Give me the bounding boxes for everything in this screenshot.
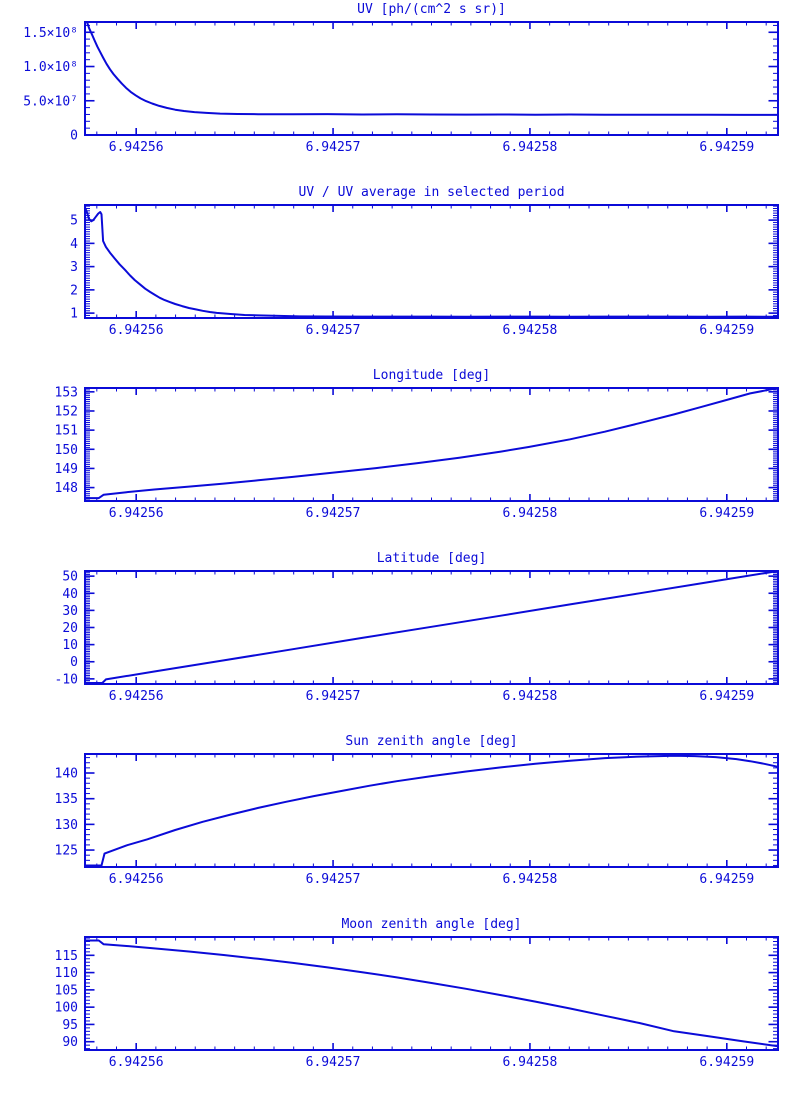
- plot-canvas-sun-zenith: 6.94256 6.94257 6.94258 6.94259 125 130 135 140: [55, 753, 779, 887]
- plot-canvas-moon-zenith: 6.94256 6.94257 6.94258 6.94259 90 95 100 105 11…: [55, 936, 779, 1070]
- y-tick-label: 90: [62, 1035, 78, 1050]
- y-tick-label: 5: [70, 214, 78, 229]
- x-tick-label: 6.94258: [503, 872, 558, 887]
- plot-latitude: Latitude [deg] 6.94256 6.94257 6.94258 6.94…: [0, 549, 800, 732]
- axis-tick-labels: 6.94256 6.94257 6.94258 6.94259 125 130 135 140: [55, 767, 755, 887]
- x-tick-label: 6.94256: [109, 140, 164, 155]
- x-tick-label: 6.94256: [109, 1055, 164, 1070]
- axis-tick-labels: 6.94256 6.94257 6.94258 6.94259 1 2 3 4 5: [70, 214, 754, 338]
- series-line-sun-zenith-angle: [84, 754, 779, 867]
- plot-title-latitude: Latitude [deg]: [376, 551, 487, 566]
- x-tick-label: 6.94259: [699, 1055, 754, 1070]
- x-tick-label: 6.94259: [699, 689, 754, 704]
- x-tick-label: 6.94258: [503, 689, 558, 704]
- x-tick-label: 6.94257: [306, 506, 361, 521]
- plot-frame: [84, 204, 779, 319]
- y-tick-label: 0: [70, 129, 78, 144]
- y-tick-label: 130: [55, 818, 78, 833]
- plot-canvas-uv: 6.94256 6.94257 6.94258 6.94259 0 5.0×10⁷ 1.0×…: [23, 21, 779, 155]
- y-tick-label: 50: [62, 570, 78, 585]
- plot-uv: UV [ph/(cm^2 s sr)] 6.94256 6.94257 6.9425…: [0, 0, 800, 183]
- y-tick-label: 4: [70, 237, 78, 252]
- y-tick-label: 30: [62, 604, 78, 619]
- axis-tick-labels: 6.94256 6.94257 6.94258 6.94259 0 5.0×10⁷ 1.0×…: [23, 26, 754, 155]
- plot-frame: [84, 936, 779, 1051]
- axis-ticks: [85, 937, 778, 1050]
- y-tick-label: 110: [55, 966, 78, 981]
- y-tick-label: 5.0×10⁷: [23, 94, 78, 109]
- plot-frame: [84, 753, 779, 868]
- y-tick-label: 10: [62, 638, 78, 653]
- x-tick-label: 6.94259: [699, 872, 754, 887]
- series-line-uv: [86, 21, 779, 116]
- y-tick-label: 152: [55, 404, 78, 419]
- y-tick-label: 20: [62, 621, 78, 636]
- plot-frame: [84, 21, 779, 136]
- plot-sun-zenith: Sun zenith angle [deg] 6.94256 6.94257 6.9…: [0, 732, 800, 915]
- y-tick-label: 95: [62, 1018, 78, 1033]
- y-tick-label: 3: [70, 260, 78, 275]
- y-tick-label: 0: [70, 655, 78, 670]
- y-tick-label: 125: [55, 844, 78, 859]
- y-tick-label: 149: [55, 462, 78, 477]
- plot-frame: [84, 387, 779, 502]
- axis-ticks: [85, 388, 778, 501]
- plot-moon-zenith: Moon zenith angle [deg] 6.94256 6.94257 6.…: [0, 915, 800, 1100]
- y-tick-label: 1.5×10⁸: [23, 26, 78, 41]
- plot-longitude: Longitude [deg] 6.94256 6.94257 6.94258 6.9…: [0, 366, 800, 549]
- x-tick-label: 6.94258: [503, 140, 558, 155]
- y-tick-label: 1.0×10⁸: [23, 60, 78, 75]
- plot-canvas-uv-ratio: 6.94256 6.94257 6.94258 6.94259 1 2 3 4 5: [70, 204, 779, 338]
- y-tick-label: 148: [55, 481, 78, 496]
- x-tick-label: 6.94259: [699, 140, 754, 155]
- series-line-uv-ratio: [84, 206, 779, 318]
- plot-title-uv-ratio: UV / UV average in selected period: [298, 185, 565, 200]
- series-line-latitude: [84, 570, 779, 684]
- x-tick-label: 6.94258: [503, 323, 558, 338]
- y-tick-label: 105: [55, 983, 78, 998]
- plot-uv-ratio: UV / UV average in selected period 6.942…: [0, 183, 800, 366]
- series-line-longitude: [84, 387, 779, 500]
- x-tick-label: 6.94259: [699, 506, 754, 521]
- y-tick-label: 40: [62, 587, 78, 602]
- plot-canvas-longitude: 6.94256 6.94257 6.94258 6.94259 148 149 150 151…: [55, 385, 779, 521]
- x-tick-label: 6.94257: [306, 323, 361, 338]
- series-line-moon-zenith-angle: [84, 939, 779, 1048]
- x-tick-label: 6.94257: [306, 689, 361, 704]
- y-tick-label: 100: [55, 1001, 78, 1016]
- plot-frame: [84, 570, 779, 685]
- x-tick-label: 6.94258: [503, 1055, 558, 1070]
- x-tick-label: 6.94256: [109, 323, 164, 338]
- axis-tick-labels: 6.94256 6.94257 6.94258 6.94259 148 149 150 151…: [55, 385, 755, 521]
- y-tick-label: 140: [55, 767, 78, 782]
- x-tick-label: 6.94259: [699, 323, 754, 338]
- y-tick-label: 153: [55, 385, 78, 400]
- y-tick-label: 1: [70, 307, 78, 322]
- plot-title-longitude: Longitude [deg]: [372, 368, 491, 383]
- x-tick-label: 6.94257: [306, 1055, 361, 1070]
- x-tick-label: 6.94258: [503, 506, 558, 521]
- axis-tick-labels: 6.94256 6.94257 6.94258 6.94259 -10 0 10 20 30 40…: [55, 570, 755, 704]
- y-tick-label: 150: [55, 443, 78, 458]
- y-tick-label: -10: [55, 672, 78, 687]
- plot-title-moon-zenith: Moon zenith angle [deg]: [341, 917, 522, 932]
- x-tick-label: 6.94256: [109, 689, 164, 704]
- plot-canvas-latitude: 6.94256 6.94257 6.94258 6.94259 -10 0 10 20 30 40…: [55, 570, 779, 704]
- axis-tick-labels: 6.94256 6.94257 6.94258 6.94259 90 95 100 105 11…: [55, 949, 755, 1070]
- plot-title-uv: UV [ph/(cm^2 s sr)]: [357, 2, 506, 17]
- axis-ticks: [85, 22, 778, 136]
- y-tick-label: 2: [70, 283, 78, 298]
- x-tick-label: 6.94256: [109, 506, 164, 521]
- axis-ticks: [85, 205, 778, 318]
- axis-ticks: [85, 754, 778, 867]
- x-tick-label: 6.94256: [109, 872, 164, 887]
- x-tick-label: 6.94257: [306, 872, 361, 887]
- y-tick-label: 115: [55, 949, 78, 964]
- plot-title-sun-zenith: Sun zenith angle [deg]: [345, 734, 518, 749]
- x-tick-label: 6.94257: [306, 140, 361, 155]
- y-tick-label: 135: [55, 792, 78, 807]
- y-tick-label: 151: [55, 424, 78, 439]
